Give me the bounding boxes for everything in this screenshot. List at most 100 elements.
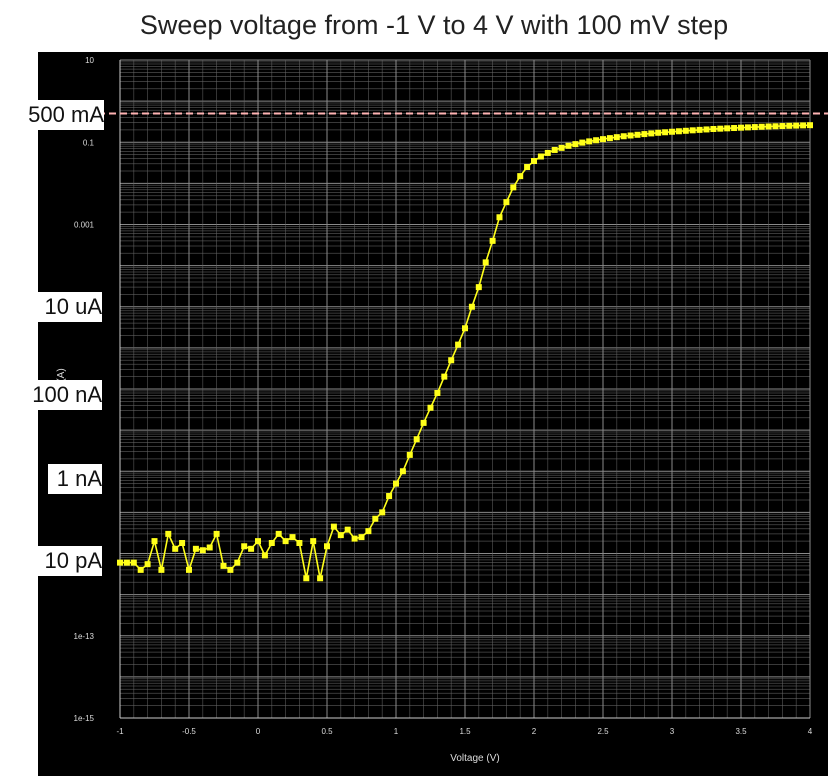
x-tick-label: 3 xyxy=(670,727,675,736)
data-point xyxy=(213,530,220,537)
data-point xyxy=(241,543,248,550)
x-tick-label: 2.5 xyxy=(597,727,609,736)
data-point xyxy=(337,532,344,539)
data-point xyxy=(379,509,386,516)
data-point xyxy=(648,130,655,137)
data-point xyxy=(772,123,779,130)
data-point xyxy=(613,134,620,141)
y-tick-label: 1e-13 xyxy=(74,632,95,641)
data-point xyxy=(192,545,199,552)
data-point xyxy=(744,124,751,131)
data-point xyxy=(510,184,517,191)
data-point xyxy=(275,530,282,537)
data-point xyxy=(620,133,627,140)
data-point xyxy=(606,135,613,142)
x-axis-label: Voltage (V) xyxy=(450,753,499,764)
data-point xyxy=(751,124,758,131)
x-tick-label: 0.5 xyxy=(321,727,333,736)
y-tick-label: 0.001 xyxy=(74,221,95,230)
data-point xyxy=(689,127,696,134)
data-point xyxy=(386,493,393,500)
data-point xyxy=(255,538,261,545)
callout-label: 10 uA xyxy=(36,292,102,322)
data-point xyxy=(330,523,337,530)
plot-panel: -1-0.500.511.522.533.54100.10.001-51e-13… xyxy=(38,52,828,776)
data-point xyxy=(179,540,186,547)
data-point xyxy=(172,545,179,552)
data-point xyxy=(151,538,158,545)
data-point xyxy=(344,526,351,533)
data-point xyxy=(765,123,772,130)
y-tick-label: 1e-15 xyxy=(74,714,95,723)
y-tick-label: 10 xyxy=(85,56,94,65)
data-point xyxy=(468,303,475,310)
data-point xyxy=(199,547,206,554)
data-point xyxy=(289,534,296,541)
x-tick-label: 0 xyxy=(256,727,261,736)
data-point xyxy=(807,122,813,129)
data-point xyxy=(282,538,289,545)
data-point xyxy=(317,575,324,582)
data-point xyxy=(717,125,724,132)
data-point xyxy=(365,528,372,535)
data-point xyxy=(137,566,144,573)
data-point xyxy=(248,545,255,552)
data-point xyxy=(482,259,489,266)
x-tick-label: 2 xyxy=(532,727,537,736)
data-point xyxy=(779,123,786,130)
callout-label: 10 pA xyxy=(36,546,102,576)
data-point xyxy=(496,214,503,221)
data-point xyxy=(413,436,420,443)
x-tick-label: -1 xyxy=(116,727,124,736)
data-point xyxy=(130,559,137,566)
x-tick-label: 1 xyxy=(394,727,399,736)
data-point xyxy=(268,540,275,547)
data-point xyxy=(144,561,151,568)
data-point xyxy=(462,325,468,332)
callout-label: 100 nA xyxy=(22,380,102,410)
x-tick-label: -0.5 xyxy=(182,727,196,736)
reference-line-label: 500 mA xyxy=(14,100,104,130)
data-point xyxy=(206,544,213,551)
data-point xyxy=(531,158,537,165)
data-point xyxy=(579,139,586,146)
data-point xyxy=(524,164,531,171)
data-point xyxy=(158,566,165,573)
data-point xyxy=(441,373,448,380)
data-point xyxy=(634,131,641,138)
data-point xyxy=(682,127,689,134)
data-point xyxy=(324,543,330,550)
data-point xyxy=(489,237,496,244)
data-point xyxy=(406,451,413,458)
data-point xyxy=(220,562,227,569)
data-point xyxy=(303,575,310,582)
data-point xyxy=(786,122,793,129)
data-point xyxy=(186,566,192,573)
data-point xyxy=(123,559,130,566)
data-point xyxy=(641,131,648,138)
data-point xyxy=(475,284,482,291)
data-point xyxy=(117,559,123,566)
data-point xyxy=(558,144,565,151)
data-point xyxy=(586,138,593,145)
data-point xyxy=(537,153,544,160)
data-point xyxy=(710,125,717,132)
data-point xyxy=(434,389,441,396)
x-tick-label: 3.5 xyxy=(735,727,747,736)
data-point xyxy=(227,566,234,573)
data-point xyxy=(793,122,800,129)
data-point xyxy=(731,125,738,132)
callout-label: 1 nA xyxy=(48,464,102,494)
data-point xyxy=(544,149,551,156)
data-point xyxy=(675,128,682,135)
line-chart: -1-0.500.511.522.533.54100.10.001-51e-13… xyxy=(56,56,828,764)
data-point xyxy=(758,123,765,130)
data-point xyxy=(261,552,268,559)
y-tick-label: 0.1 xyxy=(83,138,95,147)
data-point xyxy=(310,538,317,545)
data-point xyxy=(572,141,579,148)
data-point xyxy=(448,357,455,364)
data-point xyxy=(517,173,524,180)
data-point xyxy=(165,530,172,537)
data-point xyxy=(696,126,703,133)
